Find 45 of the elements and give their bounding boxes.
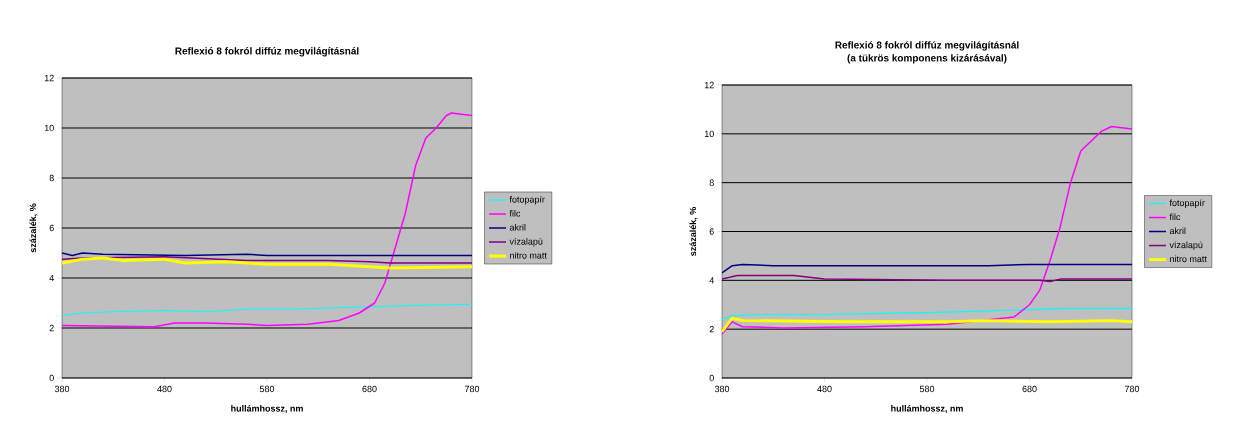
legend-label: filc bbox=[1169, 213, 1181, 221]
legend-label: nitro matt bbox=[510, 252, 547, 259]
y-tick-label: 0 bbox=[49, 374, 54, 382]
legend-label: fotopapír bbox=[509, 195, 545, 205]
line-series bbox=[62, 256, 472, 264]
y-tick-label: 10 bbox=[44, 124, 54, 132]
line-series bbox=[722, 274, 1133, 283]
legend-label: akril bbox=[1169, 227, 1186, 235]
y-tick-label: 4 bbox=[709, 277, 714, 284]
legend-label: vízalapú bbox=[509, 237, 543, 247]
x-axis-title: hullámhossz, nm bbox=[231, 404, 303, 413]
legend-label: filc bbox=[509, 210, 521, 217]
x-tick-label: 580 bbox=[259, 385, 275, 393]
x-tick-label: 580 bbox=[919, 385, 935, 393]
y-tick-label: 8 bbox=[49, 174, 54, 182]
line-series bbox=[722, 316, 1133, 334]
y-axis-title: százalék, % bbox=[689, 207, 698, 256]
y-tick-label: 4 bbox=[49, 274, 54, 282]
chart-title: Reflexió 8 fokról diffúz megvilágításnál bbox=[175, 47, 359, 57]
x-tick-label: 480 bbox=[157, 385, 172, 393]
x-tick-label: 380 bbox=[714, 385, 730, 393]
x-tick-label: 380 bbox=[54, 385, 70, 393]
legend-label: akril bbox=[509, 224, 526, 231]
y-tick-label: 12 bbox=[44, 74, 54, 82]
y-tick-label: 12 bbox=[704, 81, 714, 89]
x-tick-label: 680 bbox=[362, 385, 377, 393]
x-axis-title: hullámhossz, nm bbox=[891, 404, 963, 413]
y-tick-label: 8 bbox=[709, 179, 714, 186]
legend-label: nitro matt bbox=[1170, 255, 1207, 263]
y-axis-title: százalék, % bbox=[29, 203, 38, 253]
x-tick-label: 680 bbox=[1022, 385, 1037, 393]
x-tick-label: 780 bbox=[464, 385, 480, 393]
chart-title: Reflexió 8 fokról diffúz megvilágításnál bbox=[835, 41, 1019, 51]
line-series bbox=[722, 307, 1133, 320]
y-tick-label: 2 bbox=[49, 324, 54, 332]
y-tick-label: 6 bbox=[49, 224, 54, 232]
legend-label: fotopapír bbox=[1169, 199, 1205, 208]
x-tick-label: 480 bbox=[817, 385, 832, 393]
y-tick-label: 2 bbox=[709, 326, 714, 333]
legend-label: vízalapú bbox=[1169, 241, 1203, 250]
x-tick-label: 780 bbox=[1124, 385, 1140, 393]
y-tick-label: 10 bbox=[704, 130, 714, 138]
y-tick-label: 6 bbox=[709, 228, 714, 235]
y-tick-label: 0 bbox=[709, 374, 714, 382]
chart-subtitle: (a tükrös komponens kizárásával) bbox=[847, 54, 1007, 64]
